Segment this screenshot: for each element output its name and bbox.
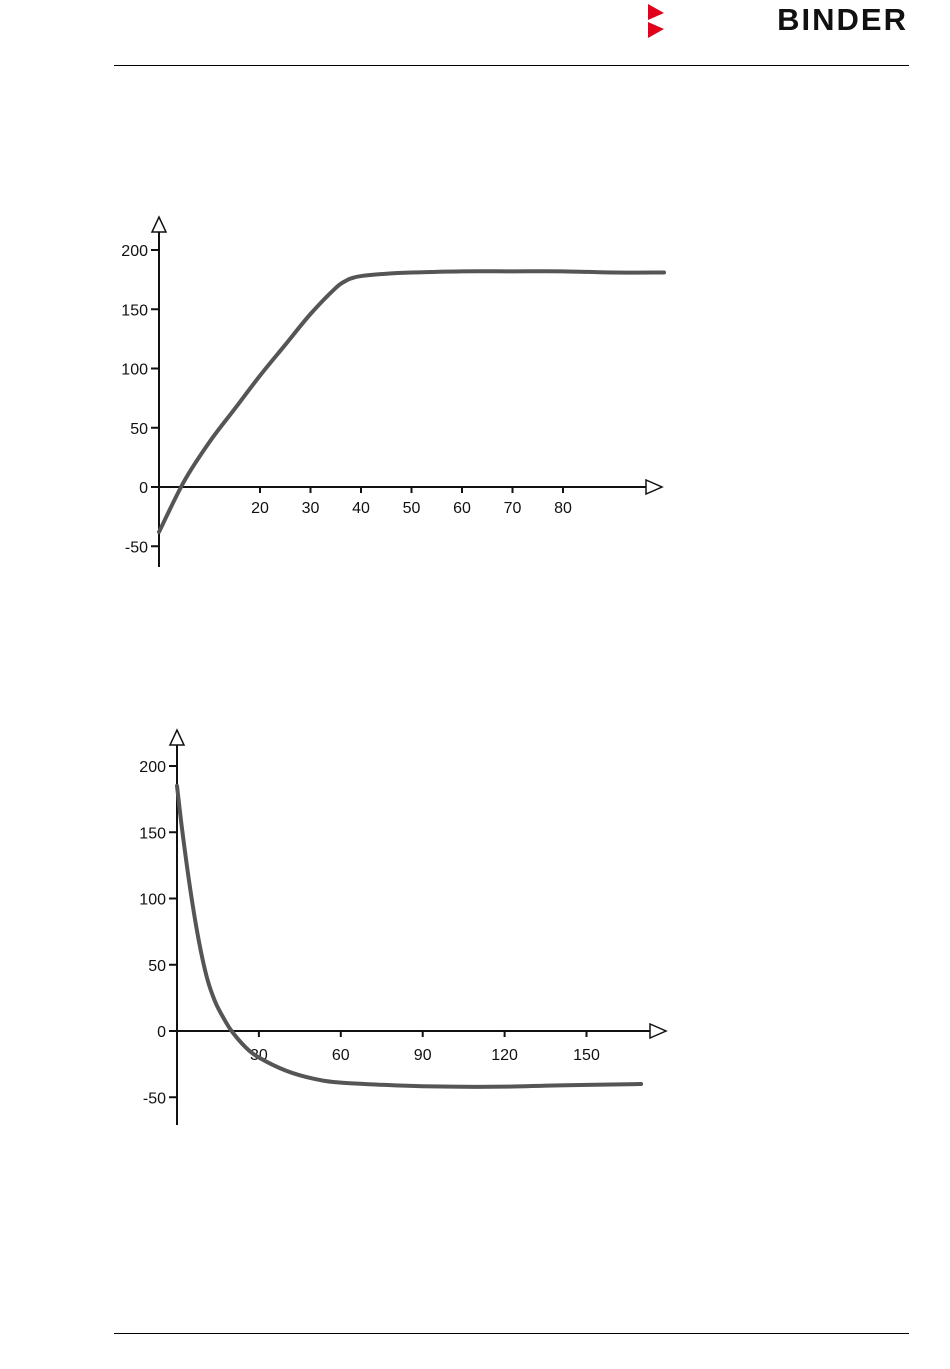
x-axis-arrow-icon <box>645 478 664 496</box>
y-tick-label: 50 <box>148 958 166 975</box>
brand-name: BINDER <box>777 2 908 37</box>
y-tick-label: 0 <box>139 480 148 497</box>
y-tick-label: 200 <box>139 759 166 776</box>
header-divider <box>114 65 909 66</box>
temperature-curve <box>175 783 644 1089</box>
y-tick-label: 150 <box>121 302 148 319</box>
x-tick-label: 30 <box>302 500 320 517</box>
temperature-curve <box>157 269 666 535</box>
footer-divider <box>114 1333 909 1334</box>
y-tick-label: 150 <box>139 825 166 842</box>
x-tick-label: 80 <box>554 500 572 517</box>
heating-chart: 200 150 100 50 0 -50 20 30 40 50 60 70 80 <box>121 215 666 567</box>
x-axis-arrow-icon <box>649 1022 668 1040</box>
brand-mark-icon <box>648 4 664 38</box>
x-tick-label: 20 <box>251 500 269 517</box>
y-tick-label: 100 <box>139 892 166 909</box>
y-axis-arrow-icon <box>150 215 168 233</box>
y-tick-label: 0 <box>157 1024 166 1041</box>
y-tick-label: 100 <box>121 362 148 379</box>
y-axis-arrow-icon <box>168 728 186 746</box>
x-tick-label: 60 <box>453 500 471 517</box>
y-tick-label: 200 <box>121 243 148 260</box>
y-tick-label: -50 <box>143 1090 166 1107</box>
x-tick-label: 90 <box>414 1047 432 1064</box>
y-tick-label: -50 <box>125 539 148 556</box>
x-tick-label: 60 <box>332 1047 350 1064</box>
brand-logo: BINDER <box>648 2 908 38</box>
x-tick-label: 50 <box>403 500 421 517</box>
x-tick-label: 150 <box>573 1047 600 1064</box>
x-tick-label: 70 <box>504 500 522 517</box>
x-tick-label: 120 <box>491 1047 518 1064</box>
x-tick-label: 40 <box>352 500 370 517</box>
y-tick-label: 50 <box>130 421 148 438</box>
